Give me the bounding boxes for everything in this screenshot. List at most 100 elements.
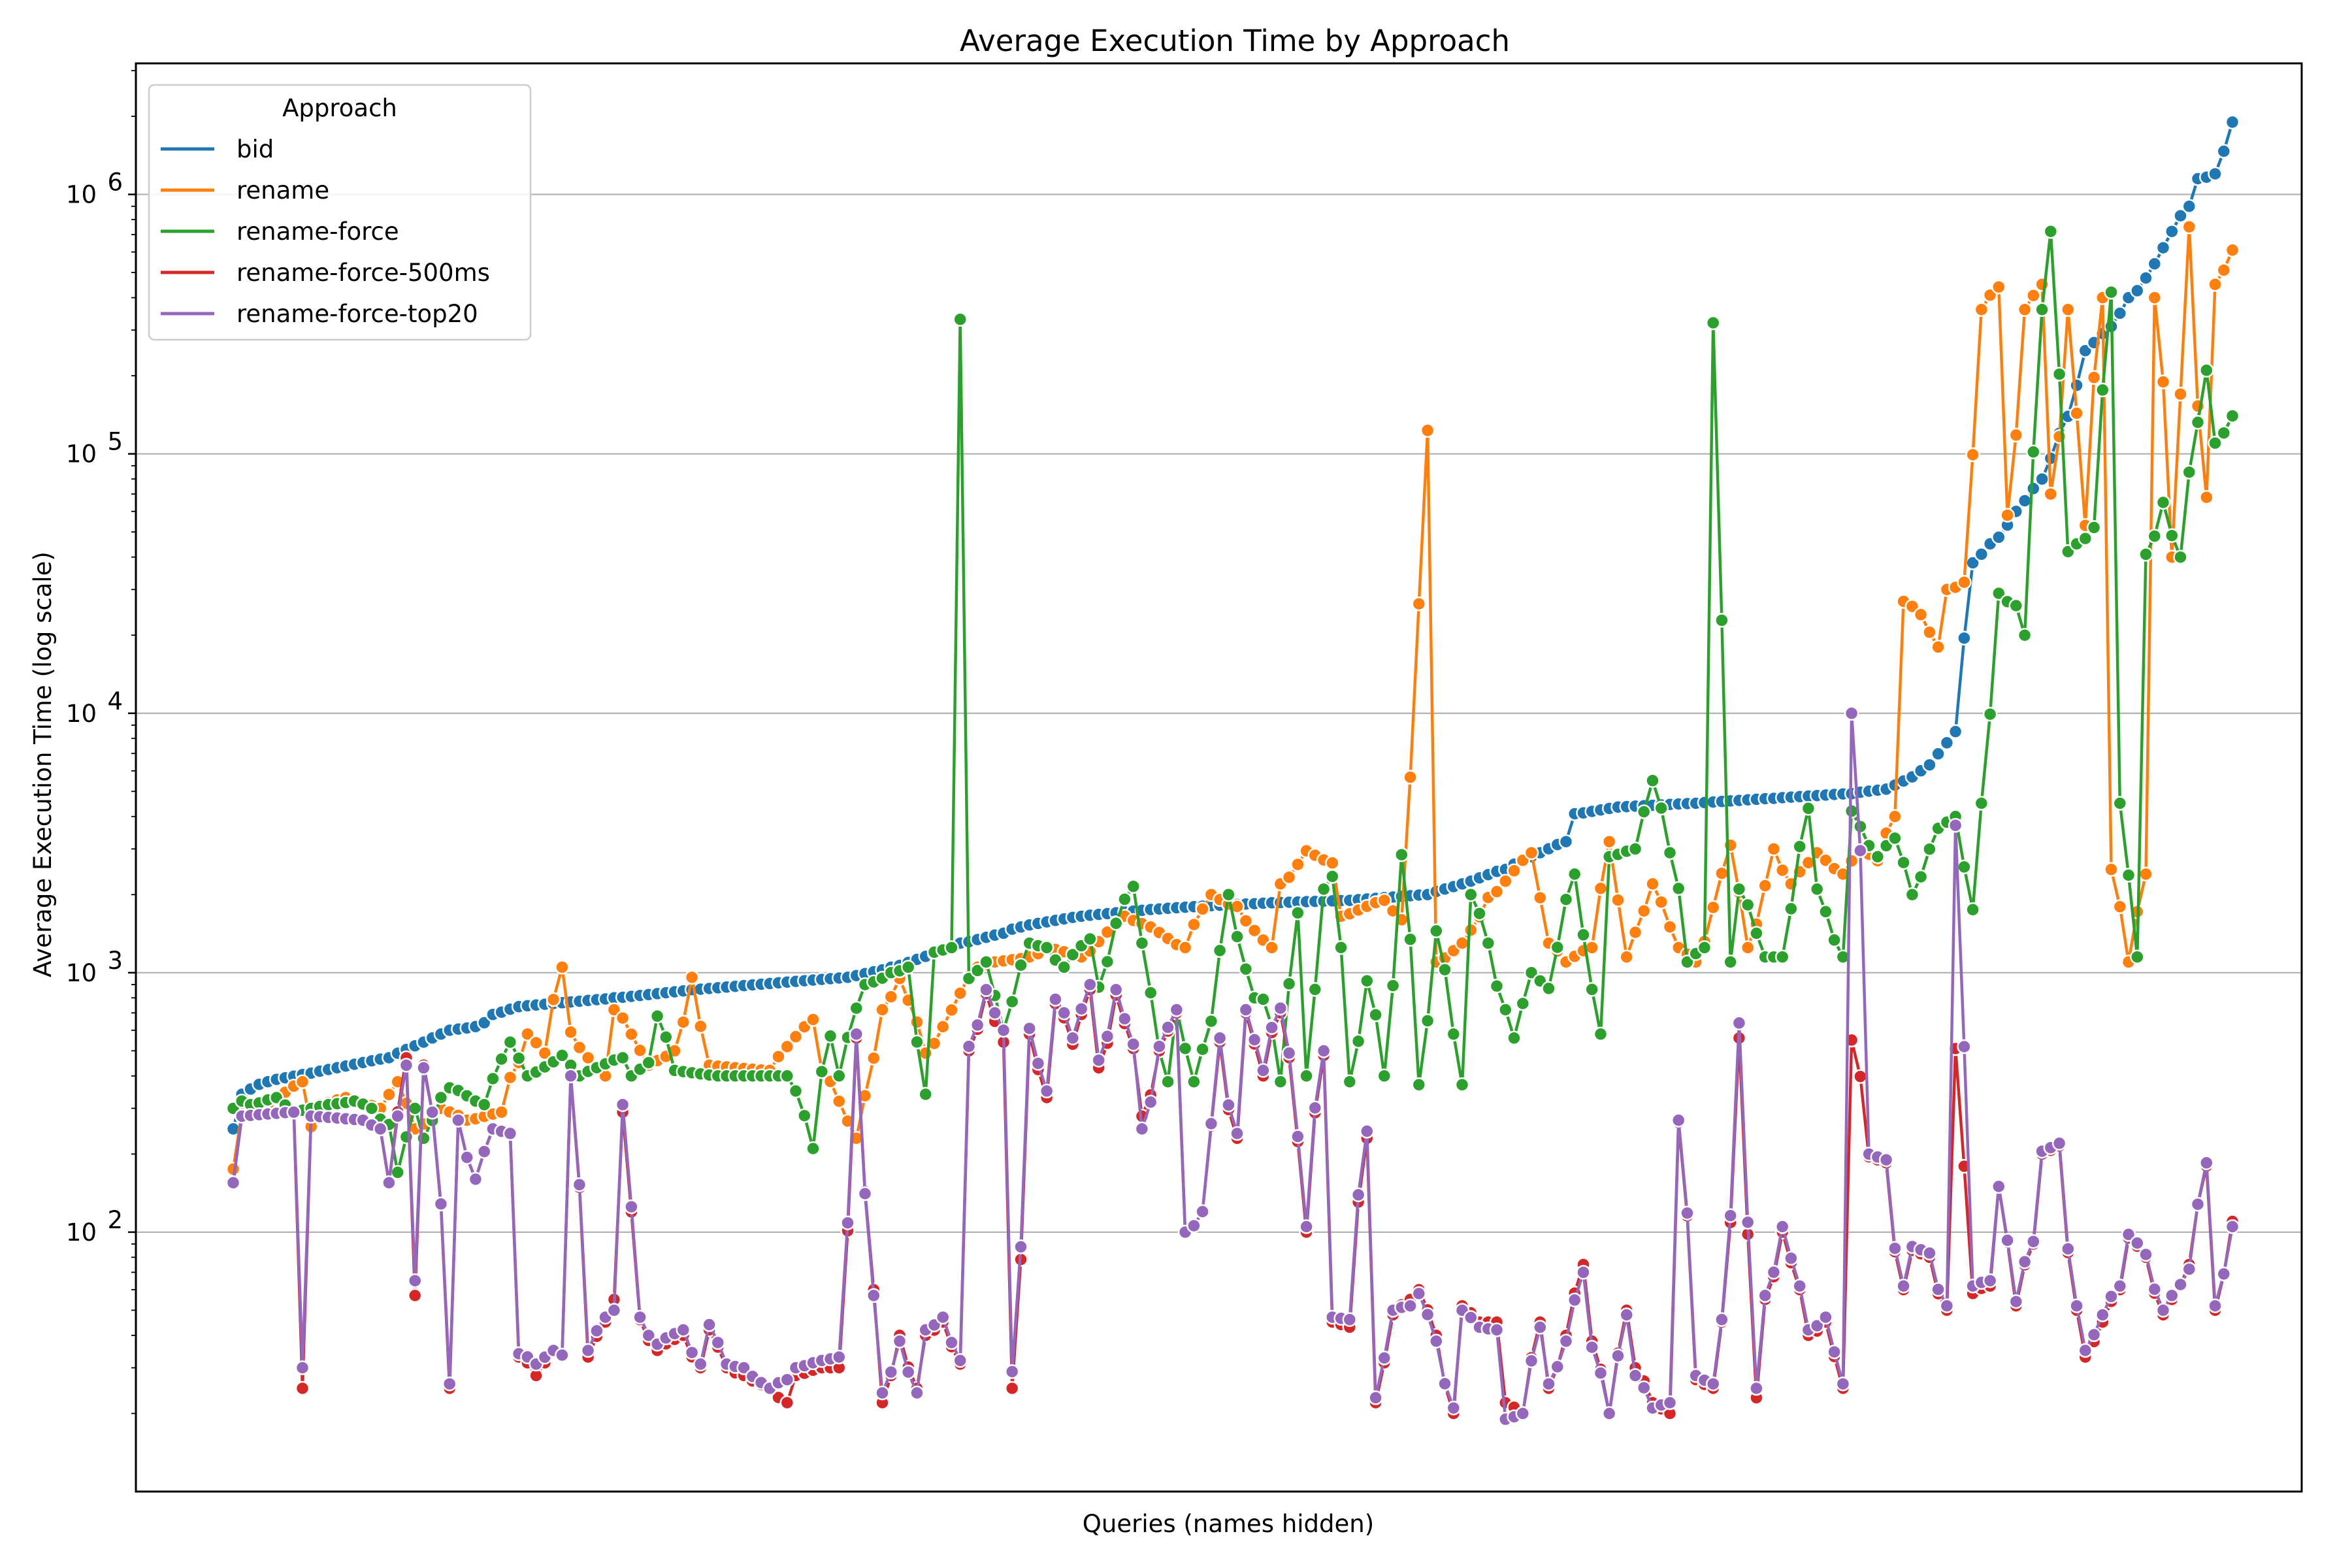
data-point: [2112, 796, 2128, 811]
data-point: [382, 1087, 397, 1102]
data-point: [1420, 1013, 1435, 1028]
data-point: [1212, 1030, 1228, 1046]
data-point: [2138, 547, 2153, 562]
legend-box: [148, 84, 532, 341]
data-point: [1627, 924, 1643, 940]
data-point: [1731, 1015, 1747, 1031]
data-point: [555, 1048, 570, 1063]
data-point: [832, 1068, 847, 1084]
data-point: [1281, 870, 1297, 885]
data-point: [2069, 378, 2084, 393]
data-point: [1013, 958, 1028, 973]
data-point: [806, 1141, 821, 1156]
data-point: [1662, 1395, 1678, 1411]
data-point: [1740, 1215, 1756, 1230]
data-point: [1818, 1309, 1833, 1325]
data-point: [1420, 423, 1435, 438]
data-point: [2225, 408, 2240, 423]
data-point: [2155, 1303, 2171, 1318]
data-point: [1913, 869, 1929, 885]
data-point: [1627, 1368, 1643, 1383]
data-point: [1273, 1074, 1288, 1089]
data-point: [1333, 940, 1348, 955]
data-point: [1835, 1376, 1851, 1392]
data-point: [823, 1028, 838, 1044]
data-point: [779, 1068, 795, 1084]
data-point: [529, 1035, 544, 1051]
data-point: [1325, 869, 1340, 884]
data-point: [944, 1002, 959, 1018]
data-point: [2181, 1262, 2197, 1277]
data-point: [2173, 386, 2188, 402]
data-point: [2147, 1282, 2163, 1297]
data-point: [1593, 881, 1609, 896]
data-point: [1957, 859, 1972, 875]
series-rename-force: [225, 223, 2240, 1180]
data-point: [1480, 936, 1496, 951]
data-point: [1774, 862, 1790, 878]
data-point: [944, 1335, 959, 1350]
data-point: [944, 940, 959, 955]
data-point: [563, 1068, 578, 1084]
data-point: [2104, 284, 2119, 300]
data-point: [1680, 1205, 1695, 1220]
data-point: [1446, 1026, 1462, 1042]
y-tick-label: 10: [66, 700, 97, 728]
data-point: [1160, 1020, 1175, 1035]
data-point: [1307, 982, 1323, 997]
data-point: [1931, 746, 1946, 762]
y-tick-exponent: 4: [107, 687, 123, 715]
data-point: [953, 1353, 968, 1368]
data-point: [1420, 1307, 1435, 1322]
data-point: [1134, 1121, 1150, 1137]
data-point: [1394, 847, 1409, 862]
data-point: [494, 1105, 509, 1120]
data-point: [580, 1343, 596, 1358]
data-point: [416, 1060, 431, 1075]
data-point: [1809, 1318, 1825, 1333]
data-point: [684, 970, 700, 985]
data-point: [1697, 940, 1712, 955]
data-point: [1705, 900, 1721, 915]
data-point: [1662, 919, 1678, 934]
data-point: [2138, 866, 2153, 882]
data-point: [1368, 1007, 1383, 1022]
data-point: [606, 1303, 622, 1318]
data-point: [866, 1288, 881, 1303]
data-point: [1939, 1298, 1955, 1313]
data-point: [1489, 1322, 1505, 1337]
data-point: [2208, 277, 2223, 292]
data-point: [1048, 992, 1063, 1007]
data-point: [442, 1376, 457, 1392]
data-point: [2017, 1254, 2033, 1269]
data-point: [225, 1175, 241, 1190]
data-point: [1974, 547, 1989, 562]
data-point: [1507, 1030, 1522, 1046]
data-point: [1878, 1152, 1894, 1168]
data-point: [1195, 902, 1210, 917]
data-point: [1152, 1039, 1167, 1054]
data-point: [1870, 849, 1886, 864]
data-point: [2061, 302, 2076, 318]
data-point: [476, 1144, 492, 1159]
data-point: [1437, 1376, 1452, 1392]
legend-label: rename-force-top20: [237, 300, 478, 328]
data-point: [1524, 1353, 1539, 1369]
data-point: [1195, 1041, 1210, 1057]
legend-label: rename: [237, 176, 329, 204]
data-point: [2138, 270, 2153, 286]
data-point: [1498, 1002, 1513, 1017]
data-point: [814, 1064, 830, 1079]
data-point: [1757, 1288, 1772, 1303]
data-point: [1896, 855, 1911, 870]
data-point: [1489, 979, 1505, 994]
data-point: [970, 1017, 985, 1033]
data-point: [1515, 1406, 1531, 1421]
data-point: [502, 1034, 518, 1050]
data-point: [1160, 1074, 1175, 1089]
data-point: [918, 1086, 933, 1102]
data-point: [1507, 863, 1522, 879]
series-line: [231, 711, 2234, 1421]
data-point: [1108, 916, 1124, 931]
data-point: [1922, 1245, 1937, 1261]
